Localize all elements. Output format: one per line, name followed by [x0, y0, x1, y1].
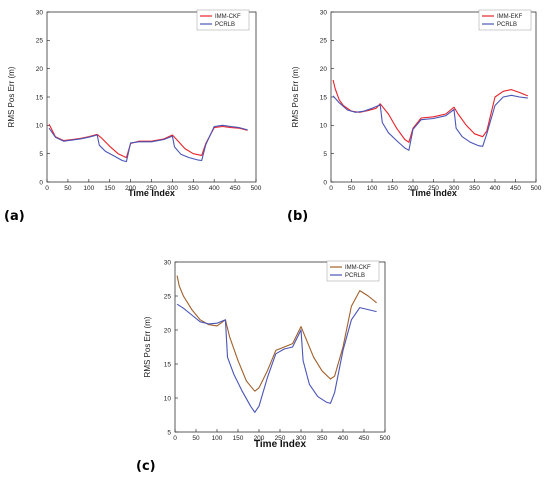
x-tick-label: 350: [469, 185, 480, 192]
x-tick-label: 200: [254, 435, 265, 442]
x-tick-label: 200: [408, 185, 419, 192]
plot-area-frame: [46, 11, 257, 183]
panel-label: (a): [4, 209, 25, 224]
y-tick-label: 25: [320, 38, 328, 45]
y-tick-label: 20: [164, 327, 172, 334]
x-tick-label: 450: [230, 185, 241, 192]
x-axis-label: Time Index: [254, 439, 306, 450]
y-tick-label: 30: [164, 259, 172, 266]
y-axis-label: RMS Pos Err (m): [7, 66, 16, 127]
legend-box: [326, 260, 380, 282]
x-tick-label: 300: [296, 435, 307, 442]
x-tick-label: 350: [317, 435, 328, 442]
panel-label: (c): [136, 459, 156, 474]
plot-area-frame: [174, 261, 386, 433]
x-tick-label: 300: [167, 185, 178, 192]
y-tick-label: 20: [320, 66, 328, 73]
y-tick-label: 25: [36, 38, 44, 45]
y-tick-label: 5: [39, 151, 43, 158]
chart-panel-b: 0 50 100 150 200 250 300 350 400 450 500 0 5 10 15 20 25…: [287, 9, 542, 224]
chart-panel-c: 0 50 100 150 200 250 300 350 400 450 500 5 10 15 20 25 3…: [136, 259, 391, 474]
panel-label: (b): [287, 209, 308, 224]
y-tick-label: 15: [36, 94, 44, 101]
x-tick-label: 250: [146, 185, 157, 192]
x-tick-label: 450: [359, 435, 370, 442]
y-axis-label: RMS Pos Err (m): [291, 66, 300, 127]
x-tick-label: 500: [531, 185, 542, 192]
x-axis-label: Time Index: [128, 188, 175, 198]
x-tick-label: 150: [387, 185, 398, 192]
x-tick-label: 400: [490, 185, 501, 192]
legend-box: [196, 9, 250, 31]
series-line-pcrlb: [48, 124, 248, 163]
x-tick-label: 500: [380, 435, 391, 442]
x-tick-label: 400: [209, 185, 220, 192]
y-axis-label: RMS Pos Err (m): [143, 316, 152, 377]
legend-box: [478, 9, 532, 31]
y-tick-label: 15: [164, 361, 172, 368]
x-tick-label: 100: [367, 185, 378, 192]
series-line-imm-ckf: [48, 123, 248, 159]
legend-entry-label: IMM-EKF: [497, 14, 523, 20]
y-tick-label: 30: [36, 9, 44, 16]
y-tick-label: 10: [36, 123, 44, 130]
x-tick-label: 50: [348, 185, 356, 192]
y-tick-label: 30: [320, 9, 328, 16]
y-tick-label: 0: [39, 179, 43, 186]
x-tick-label: 500: [251, 185, 262, 192]
x-tick-label: 250: [275, 435, 286, 442]
y-tick-label: 10: [164, 395, 172, 402]
x-tick-label: 400: [338, 435, 349, 442]
y-tick-label: 0: [323, 179, 327, 186]
legend-entry-label: PCRLB: [497, 22, 517, 28]
x-tick-label: 0: [329, 185, 333, 192]
legend-entry-label: PCRLB: [345, 273, 365, 279]
y-tick-label: 5: [323, 151, 327, 158]
y-tick-label: 25: [164, 293, 172, 300]
x-tick-label: 0: [173, 435, 177, 442]
x-tick-label: 150: [233, 435, 244, 442]
series-line-imm-ckf: [176, 275, 377, 392]
x-tick-label: 100: [83, 185, 94, 192]
x-tick-label: 250: [428, 185, 439, 192]
x-tick-label: 200: [125, 185, 136, 192]
legend: IMM-CKF PCRLB: [326, 260, 380, 282]
x-tick-label: 50: [64, 185, 72, 192]
legend-entry-label: IMM-CKF: [345, 265, 371, 271]
y-tick-label: 15: [320, 94, 328, 101]
y-tick-label: 5: [167, 429, 171, 436]
x-tick-label: 100: [212, 435, 223, 442]
legend-entry-label: PCRLB: [215, 22, 235, 28]
series-line-pcrlb: [176, 303, 377, 413]
x-tick-label: 300: [449, 185, 460, 192]
legend: IMM-EKF PCRLB: [478, 9, 532, 31]
x-tick-label: 150: [104, 185, 115, 192]
y-tick-label: 10: [320, 123, 328, 130]
x-tick-label: 50: [192, 435, 200, 442]
x-axis-label: Time Index: [410, 188, 457, 198]
x-tick-label: 450: [510, 185, 521, 192]
x-tick-label: 0: [45, 185, 49, 192]
legend-entry-label: IMM-CKF: [215, 14, 241, 20]
chart-panel-a: 0 50 100 150 200 250 300 350 400 450 500 0 5 10 15 20 25…: [4, 9, 262, 224]
legend: IMM-CKF PCRLB: [196, 9, 250, 31]
x-tick-label: 350: [188, 185, 199, 192]
y-tick-label: 20: [36, 66, 44, 73]
series-line-pcrlb: [332, 94, 528, 151]
